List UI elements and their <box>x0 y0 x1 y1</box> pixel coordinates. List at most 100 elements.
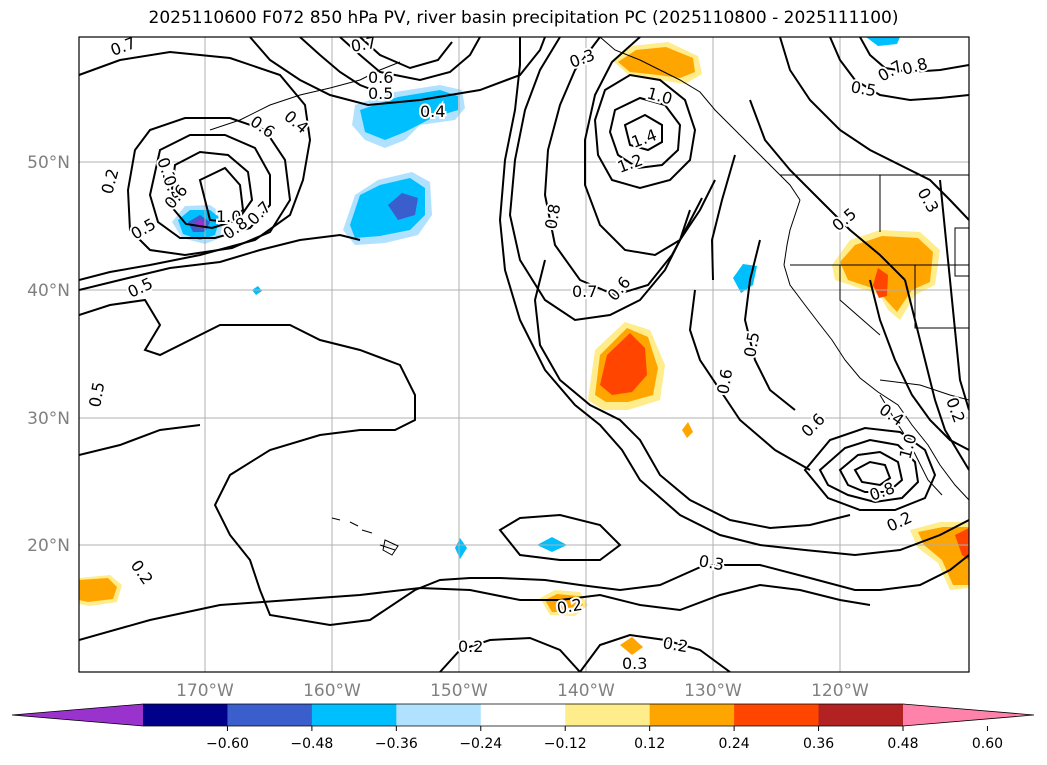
colorbar-tick-label: −0.24 <box>459 736 502 752</box>
coast-alaska <box>599 37 801 201</box>
colorbar-extend-low <box>12 704 143 726</box>
colorbar-tick-label: 0.36 <box>803 736 834 752</box>
colorbar-tick-label: −0.36 <box>375 736 418 752</box>
colorbar-segment <box>480 704 566 726</box>
lon-axis-labels: 170°W 160°W 150°W 140°W 130°W 120°W <box>176 681 869 701</box>
contour-high-south-4 <box>853 460 892 487</box>
contour-east-5 <box>904 279 969 471</box>
pos-area-dot <box>682 422 693 438</box>
contour-east-3 <box>859 37 969 74</box>
coast-west <box>783 264 969 501</box>
contour-north-1 <box>299 37 379 93</box>
lat-label: 30°N <box>27 409 70 429</box>
contour-trough-3 <box>584 37 716 257</box>
contour-label: 0.6 <box>368 68 393 87</box>
pos-area-alaska-core <box>618 47 695 78</box>
contour-trough-5 <box>608 96 682 170</box>
contour-main-1 <box>79 298 969 627</box>
pos-area-mexico-core <box>918 527 969 585</box>
pos-area-mexico-max <box>955 528 969 560</box>
contour-low-west-3 <box>148 134 271 239</box>
colorbar-extend-high <box>903 704 1034 726</box>
contour-trough-2 <box>543 37 703 297</box>
contour-low-west-2 <box>126 117 292 257</box>
contour-low-west-4 <box>168 150 254 230</box>
contour-trough-1 <box>508 37 691 322</box>
contour-east-2 <box>829 37 969 102</box>
contour-east-4 <box>749 99 906 281</box>
contour-east-6 <box>869 279 969 451</box>
lat-label: 20°N <box>27 536 70 556</box>
colorbar-tick-label: −0.48 <box>290 736 333 752</box>
contour-big-4 <box>743 239 796 411</box>
coast-baja <box>879 394 943 496</box>
coast-bc <box>783 199 801 266</box>
contour-label: 1.0 <box>216 207 241 226</box>
colorbar-segment <box>818 704 904 726</box>
colorbar-tick-label: −0.60 <box>206 736 249 752</box>
colorbar-tick-label: 0.48 <box>887 736 918 752</box>
contour-label: 0.5 <box>368 84 393 103</box>
contour-low-hawaii <box>498 513 622 561</box>
contour-north-4 <box>249 37 546 107</box>
colorbar-outline <box>11 703 1035 727</box>
contour-trough-6 <box>623 113 663 152</box>
lon-label: 130°W <box>684 681 742 701</box>
lat-label: 40°N <box>27 281 70 301</box>
lat-axis-labels: 50°N 40°N 30°N 20°N <box>27 153 70 556</box>
contour-label: 0.2 <box>458 637 483 656</box>
border-states-5 <box>954 227 969 277</box>
hawaii-1 <box>331 517 396 551</box>
contour-south-3 <box>439 636 581 672</box>
colorbar-segment <box>143 704 228 726</box>
contour-big-2 <box>498 37 969 557</box>
border-us-mexico <box>879 379 969 401</box>
colorbar-segment <box>396 704 482 726</box>
lon-label: 120°W <box>811 681 869 701</box>
pos-area-midpacific-max <box>600 333 647 395</box>
neg-area-north <box>866 37 900 46</box>
colorbar-segment <box>649 704 735 726</box>
contour-high-south-3 <box>838 450 904 493</box>
contour-south-4 <box>579 633 731 672</box>
contour-label: 0.3 <box>622 654 647 673</box>
lon-label: 160°W <box>303 681 361 701</box>
map-title: 2025110600 F072 850 hPa PV, river basin … <box>148 8 899 28</box>
pv-contours <box>79 37 969 672</box>
coast-aleutians <box>209 61 401 131</box>
contour-north-3 <box>359 37 453 70</box>
lon-label: 170°W <box>176 681 234 701</box>
contour-label: 0.4 <box>420 102 445 121</box>
coastlines <box>209 37 969 556</box>
hawaii-2 <box>382 539 399 556</box>
map-area: 0.7 0.7 0.6 0.5 0.4 0.6 0.4 0.3 0.4 0.2 … <box>79 33 969 673</box>
contour-high-south-2 <box>818 438 920 504</box>
contour-east-7 <box>939 179 969 411</box>
lon-label: 150°W <box>430 681 488 701</box>
colorbar-segment <box>565 704 651 726</box>
colorbar-tick-label: 0.12 <box>634 736 665 752</box>
neg-area-coast <box>733 264 757 293</box>
contour-high-south-1 <box>803 426 937 511</box>
contour-main-2 <box>79 424 201 456</box>
neg-area-central-core <box>350 178 425 238</box>
colorbar-segment <box>311 704 397 726</box>
colorbar-tick-label: 0.60 <box>972 736 1003 752</box>
colorbar-segment <box>227 704 313 726</box>
neg-area-hawaii <box>455 538 467 559</box>
gridlines <box>79 37 969 672</box>
contour-low-west-5 <box>198 166 245 224</box>
colorbar-tick-label: −0.12 <box>544 736 587 752</box>
contour-label: 0.7 <box>349 33 377 56</box>
pos-area-dateline-core <box>79 578 117 602</box>
contour-big-3 <box>688 289 811 471</box>
border-states-3 <box>914 265 969 329</box>
border-states-2 <box>839 265 881 336</box>
colorbar-segment <box>734 704 820 726</box>
lat-label: 50°N <box>27 153 70 173</box>
lon-label: 140°W <box>557 681 615 701</box>
contour-east-1 <box>779 37 969 221</box>
contour-north-2 <box>339 37 481 82</box>
contour-trough-4 <box>593 73 697 190</box>
